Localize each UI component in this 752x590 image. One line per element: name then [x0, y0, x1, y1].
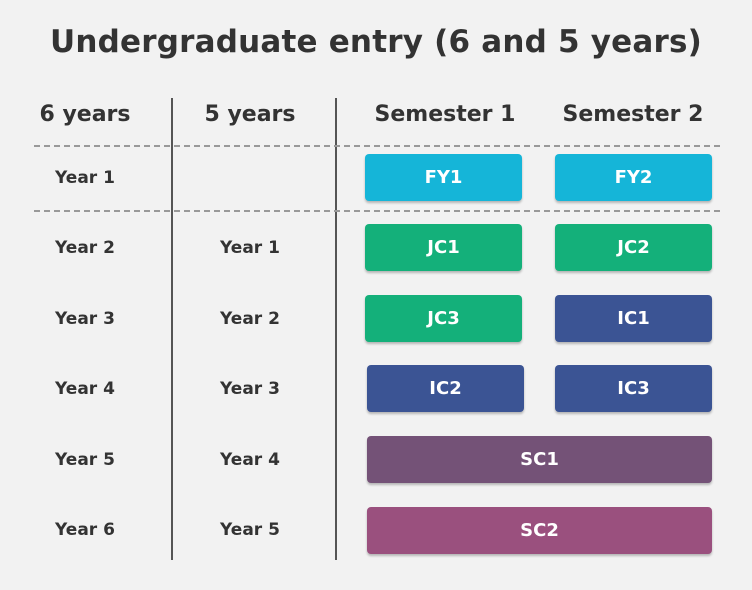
row-label-6y: Year 4 [55, 379, 115, 399]
dashed-divider-foundation [34, 210, 720, 212]
block-jc2: JC2 [555, 224, 712, 271]
block-jc3: JC3 [365, 295, 522, 342]
block-ic1: IC1 [555, 295, 712, 342]
row-label-6y: Year 2 [55, 238, 115, 258]
row-label-5y: Year 1 [220, 238, 280, 258]
row-label-6y: Year 5 [55, 450, 115, 470]
block-sc1: SC1 [367, 436, 712, 483]
header-5-years: 5 years [204, 102, 296, 127]
row-label-6y: Year 6 [55, 520, 115, 540]
dashed-divider-top [34, 145, 720, 147]
block-ic3: IC3 [555, 365, 712, 412]
block-jc1: JC1 [365, 224, 522, 271]
row-label-5y: Year 3 [220, 379, 280, 399]
block-ic2: IC2 [367, 365, 524, 412]
header-6-years: 6 years [39, 102, 131, 127]
header-semester-1: Semester 1 [374, 102, 516, 127]
page-title: Undergraduate entry (6 and 5 years) [49, 24, 703, 60]
row-label-5y: Year 4 [220, 450, 280, 470]
row-label-6y: Year 3 [55, 309, 115, 329]
column-divider-2 [335, 98, 337, 560]
block-sc2: SC2 [367, 507, 712, 554]
block-fy1: FY1 [365, 154, 522, 201]
block-fy2: FY2 [555, 154, 712, 201]
header-semester-2: Semester 2 [562, 102, 704, 127]
row-label-5y: Year 2 [220, 309, 280, 329]
row-label-5y: Year 5 [220, 520, 280, 540]
column-divider-1 [171, 98, 173, 560]
row-label-6y: Year 1 [55, 168, 115, 188]
